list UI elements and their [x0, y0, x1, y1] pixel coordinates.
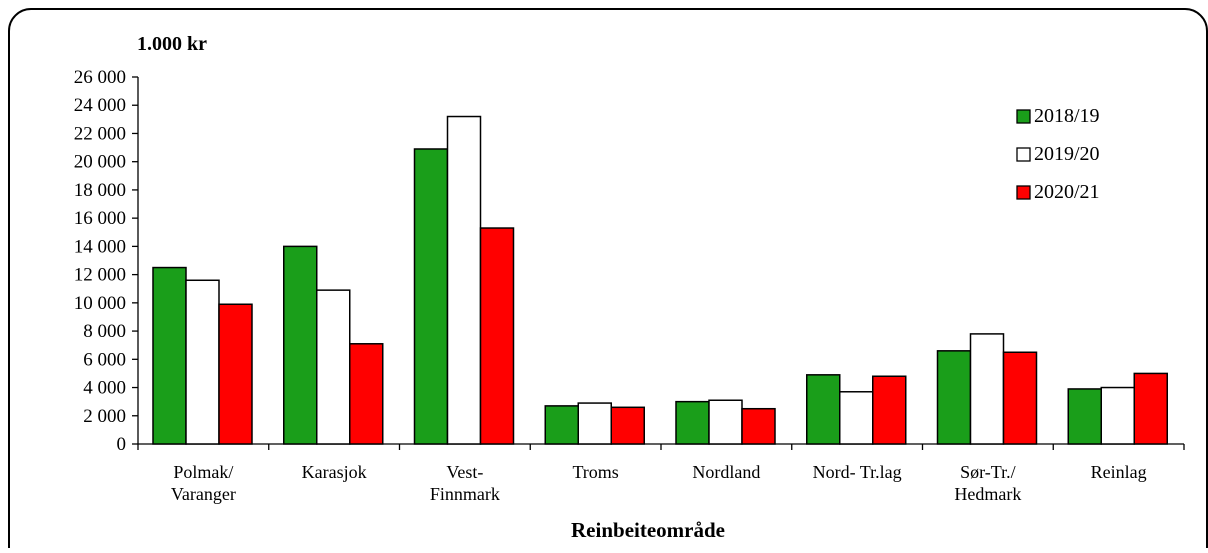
x-axis-title: Reinbeiteområde [571, 518, 725, 542]
bar [1067, 388, 1102, 445]
bar [610, 406, 645, 445]
x-tick-label: Karasjok [302, 462, 367, 482]
y-tick-label: 6 000 [83, 349, 126, 370]
legend: 2018/19 2019/20 2020/21 [1016, 105, 1100, 203]
bar [185, 279, 220, 445]
legend-label: 2018/19 [1034, 105, 1100, 127]
y-tick-label: 24 000 [74, 95, 126, 116]
legend-swatch [1016, 147, 1031, 162]
y-tick-label: 12 000 [74, 265, 126, 286]
bar [316, 289, 351, 445]
legend-swatch [1016, 185, 1031, 200]
y-tick-label: 0 [117, 434, 127, 455]
bar [675, 400, 710, 445]
y-tick-label: 4 000 [83, 378, 126, 399]
x-tick-label: Nordland [692, 462, 760, 482]
bar [283, 245, 318, 445]
bar [152, 266, 187, 445]
legend-swatch [1016, 109, 1031, 124]
bar [349, 343, 384, 445]
chart-title: 1.000 kr [137, 33, 207, 55]
x-tick-label: Vest-Finnmark [430, 462, 500, 504]
bar [839, 391, 874, 445]
plot-area: 0 2 000 4 000 6 000 8 000 10 000 12 000 14 000 1… [74, 67, 1185, 504]
bar [1133, 372, 1168, 445]
x-tick-label: Sør-Tr./Hedmark [954, 462, 1021, 504]
bar [479, 227, 515, 445]
x-tick-label: Nord- Tr.lag [813, 462, 902, 482]
bar [872, 375, 907, 445]
y-tick-label: 20 000 [74, 152, 126, 173]
y-tick-label: 16 000 [74, 208, 126, 229]
x-tick-label: Troms [572, 462, 618, 482]
y-tick-label: 2 000 [83, 406, 126, 427]
bar [1100, 386, 1135, 445]
y-tick-label: 26 000 [74, 67, 126, 88]
bar [708, 399, 743, 445]
bar [936, 350, 972, 445]
bar [806, 374, 841, 445]
y-tick-label: 8 000 [83, 321, 126, 342]
y-tick-label: 18 000 [74, 180, 126, 201]
y-tick-label: 14 000 [74, 236, 126, 257]
bar [969, 333, 1005, 445]
bar [1002, 351, 1038, 445]
bar [577, 402, 612, 445]
y-tick-label: 10 000 [74, 293, 126, 314]
bar [413, 148, 449, 445]
y-tick-label: 22 000 [74, 123, 126, 144]
x-tick-label: Reinlag [1091, 462, 1147, 482]
legend-label: 2020/21 [1034, 181, 1100, 203]
bar [218, 303, 253, 445]
bar [446, 115, 482, 445]
x-tick-label: Polmak/Varanger [171, 462, 236, 504]
bar [544, 405, 579, 445]
legend-label: 2019/20 [1034, 143, 1100, 165]
bar [741, 407, 776, 445]
